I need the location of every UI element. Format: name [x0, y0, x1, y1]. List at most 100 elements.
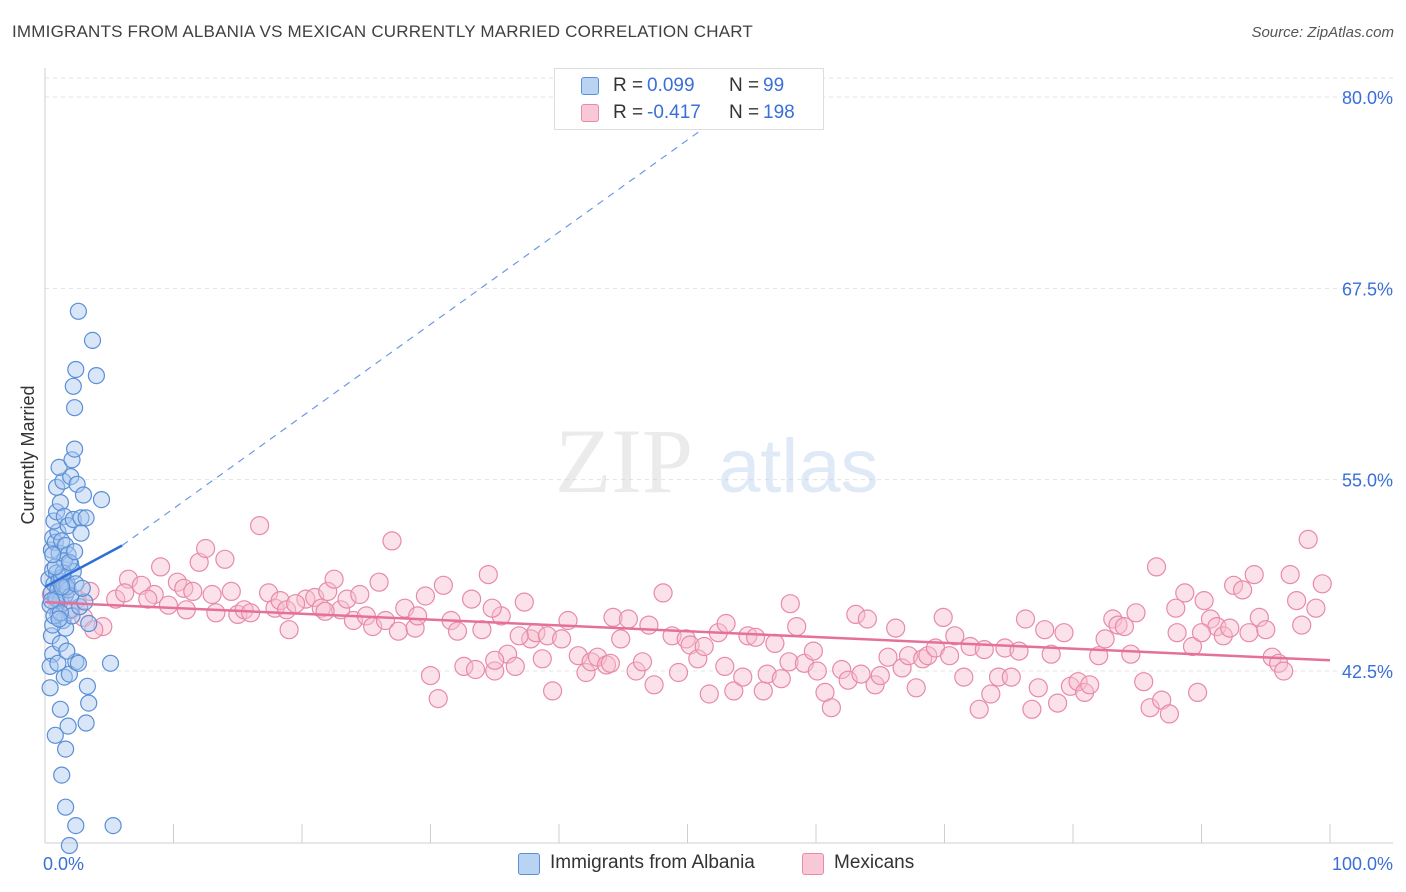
data-point — [77, 714, 95, 732]
data-point — [382, 531, 402, 551]
data-point — [765, 633, 785, 654]
data-point — [1182, 636, 1203, 657]
data-point — [632, 652, 653, 672]
data-point — [1015, 609, 1036, 629]
data-point — [611, 629, 631, 649]
data-point — [514, 592, 534, 612]
data-point — [202, 584, 222, 605]
data-point — [1223, 575, 1244, 595]
chart-title: IMMIGRANTS FROM ALBANIA VS MEXICAN CURRE… — [12, 22, 754, 41]
stats-box: R = 0.099 N = 99 R = -0.417 N = 198 — [554, 68, 824, 130]
data-point — [1166, 598, 1186, 618]
data-point — [995, 638, 1015, 658]
data-point — [1244, 564, 1264, 585]
data-point — [738, 626, 758, 646]
data-point — [1054, 623, 1074, 643]
data-point — [1028, 678, 1048, 698]
y-tick-label: 42.5% — [1342, 662, 1393, 682]
data-point — [1035, 620, 1055, 640]
data-point — [50, 610, 68, 628]
data-point — [753, 681, 773, 701]
data-point — [1103, 609, 1123, 629]
tick-labels: 42.5% 55.0% 67.5% 80.0% 0.0% 100.0% — [43, 88, 1393, 874]
stats-r-value: -0.417 — [647, 102, 701, 123]
stats-swatch-blue — [581, 77, 599, 95]
stats-swatch-pink — [581, 104, 599, 122]
data-point — [420, 665, 441, 686]
data-point — [196, 538, 216, 559]
data-point — [44, 546, 62, 564]
albania-trend-line — [44, 544, 123, 588]
data-point — [69, 302, 88, 320]
data-point — [73, 579, 91, 597]
data-point — [1194, 590, 1214, 611]
data-point — [138, 589, 158, 609]
data-point — [521, 629, 541, 649]
data-point — [58, 642, 76, 660]
data-point — [1292, 615, 1312, 635]
data-point — [63, 451, 81, 469]
data-point — [104, 816, 122, 835]
data-point — [64, 377, 82, 395]
data-point — [433, 575, 453, 595]
data-point — [1298, 529, 1318, 550]
data-point — [603, 607, 623, 628]
data-point — [509, 626, 529, 646]
data-point — [408, 606, 428, 626]
stats-n-label: N = — [729, 75, 760, 96]
data-point — [1080, 675, 1100, 695]
data-point — [454, 656, 474, 677]
data-point — [80, 694, 98, 712]
data-point — [72, 524, 90, 542]
x-tick-label: 100.0% — [1332, 854, 1393, 874]
data-point — [1068, 672, 1088, 692]
data-point — [1280, 564, 1300, 585]
data-point — [618, 609, 639, 629]
data-point — [462, 589, 482, 609]
data-point — [151, 557, 171, 577]
data-point — [821, 698, 842, 718]
data-point — [60, 553, 79, 571]
data-point — [337, 589, 357, 609]
legend-swatch-blue — [518, 853, 540, 875]
data-point — [375, 610, 396, 631]
legend-label: Immigrants from Albania — [550, 852, 755, 873]
grid-lines — [45, 77, 1393, 672]
data-point — [1114, 616, 1135, 637]
data-point — [851, 664, 871, 684]
data-point — [42, 591, 61, 610]
data-point — [954, 667, 974, 687]
stats-n-label: N = — [729, 102, 760, 123]
data-point — [78, 677, 97, 695]
data-point — [369, 572, 389, 592]
data-point — [53, 766, 71, 784]
data-point — [447, 621, 468, 641]
data-point — [41, 679, 59, 697]
data-point — [67, 816, 85, 835]
data-point — [688, 649, 708, 669]
data-point — [324, 569, 344, 589]
data-point — [50, 458, 68, 476]
watermark: ZIP atlas — [555, 410, 879, 512]
data-point — [279, 620, 299, 640]
data-point — [286, 594, 306, 614]
data-point — [600, 653, 621, 673]
data-point — [87, 367, 106, 385]
data-point — [870, 665, 890, 686]
data-point — [1108, 615, 1128, 635]
data-point — [1159, 704, 1180, 724]
data-point — [1249, 607, 1269, 628]
data-point — [745, 627, 766, 647]
albania-trend-extension — [121, 121, 714, 546]
data-point — [65, 440, 84, 458]
data-point — [46, 726, 64, 744]
data-point — [465, 659, 486, 680]
watermark-atlas: atlas — [718, 424, 879, 509]
data-point — [1213, 626, 1233, 646]
mexicans-points — [41, 515, 1332, 724]
data-point — [542, 681, 563, 701]
axes — [44, 68, 1393, 844]
chart-source: Source: ZipAtlas.com — [1251, 24, 1394, 41]
data-point — [415, 586, 435, 606]
data-point — [1256, 620, 1276, 640]
